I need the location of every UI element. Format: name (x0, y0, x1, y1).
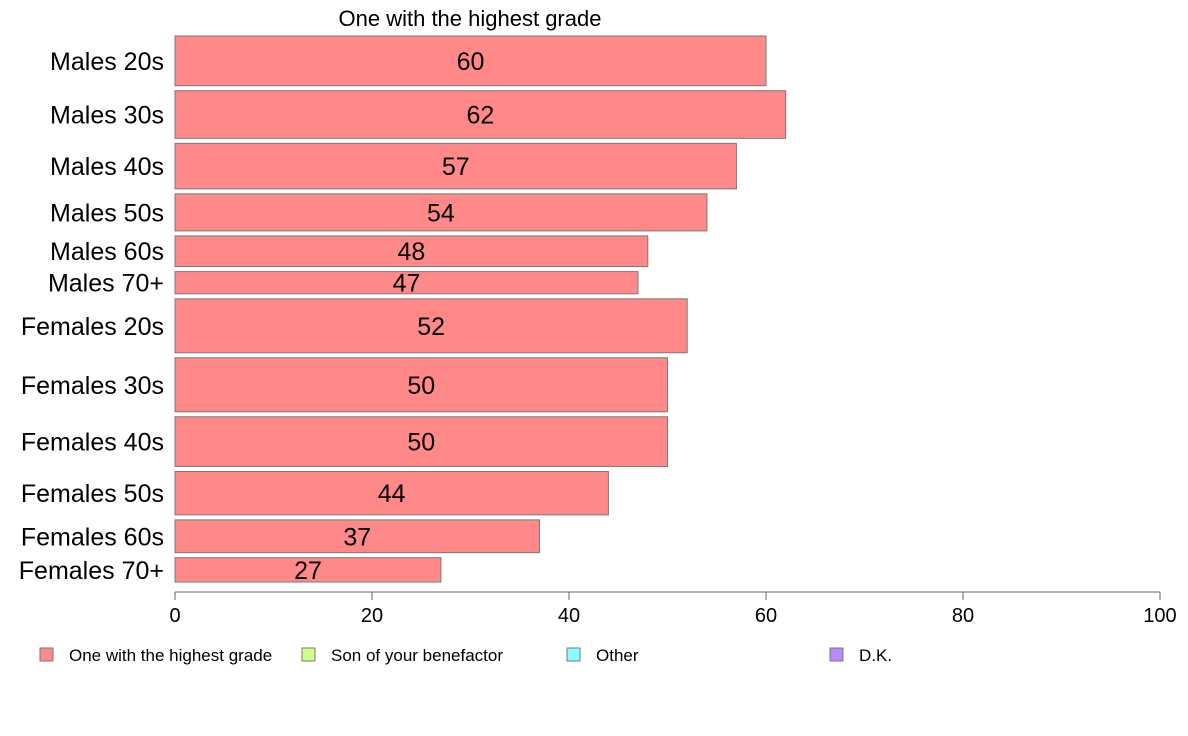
legend-swatch (829, 647, 844, 662)
category-label: Males 30s (50, 102, 164, 130)
bar (174, 470, 609, 516)
bar (174, 142, 737, 190)
x-tick-label: 60 (755, 605, 777, 627)
value-label: 60 (457, 48, 485, 76)
bar (174, 35, 767, 87)
bar (174, 271, 639, 295)
legend-label: Son of your benefactor (331, 646, 503, 665)
legend-label: One with the highest grade (69, 646, 272, 665)
value-label: 54 (427, 199, 455, 227)
category-label: Females 60s (21, 523, 164, 551)
legend-swatch (566, 647, 581, 662)
category-label: Males 50s (50, 199, 164, 227)
value-label: 50 (407, 429, 435, 457)
x-tick-label: 20 (361, 605, 383, 627)
category-label: Females 40s (21, 429, 164, 457)
category-label: Males 60s (50, 238, 164, 266)
value-label: 62 (466, 102, 494, 130)
value-label: 27 (294, 557, 322, 585)
category-labels: Males 20s Males 30s Males 40s Males 50s Male… (19, 48, 164, 585)
value-label: 48 (397, 238, 425, 266)
x-tick-label: 80 (952, 605, 974, 627)
legend-swatch (39, 647, 54, 662)
bar (174, 193, 708, 232)
category-label: Females 20s (21, 313, 164, 341)
legend-swatch (301, 647, 316, 662)
category-label: Females 70+ (19, 557, 164, 585)
bar (174, 557, 442, 583)
bar (174, 416, 668, 467)
value-label: 47 (393, 270, 421, 298)
category-label: Females 50s (21, 480, 164, 508)
x-tick-label: 100 (1143, 605, 1176, 627)
bar (174, 519, 540, 554)
legend-label: D.K. (859, 646, 892, 665)
value-label: 50 (407, 372, 435, 400)
bar (174, 298, 688, 354)
x-tick-label: 0 (169, 605, 180, 627)
chart-title: One with the highest grade (339, 6, 602, 31)
value-label: 57 (442, 153, 470, 181)
category-label: Males 20s (50, 48, 164, 76)
value-label: 44 (378, 480, 406, 508)
category-label: Males 70+ (48, 270, 164, 298)
x-tick-label: 40 (558, 605, 580, 627)
bar (174, 235, 649, 268)
value-label: 37 (343, 523, 371, 551)
category-label: Males 40s (50, 153, 164, 181)
legend-label: Other (596, 646, 639, 665)
category-label: Females 30s (21, 372, 164, 400)
legend: One with the highest grade Son of your be… (39, 646, 892, 665)
bars-group (174, 35, 787, 583)
bar (174, 357, 668, 413)
bar (174, 90, 787, 139)
value-label: 52 (417, 313, 445, 341)
x-axis: 0 20 40 60 80 100 (169, 591, 1177, 627)
